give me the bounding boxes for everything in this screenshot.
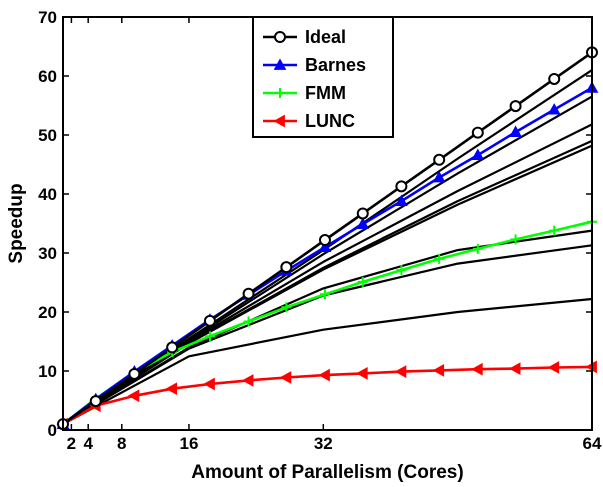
point-fmm-8 bbox=[319, 289, 330, 300]
point-lunc-11 bbox=[432, 364, 445, 377]
y-tick-label: 0 bbox=[48, 421, 57, 440]
unlabeled-curve-8 bbox=[62, 297, 593, 426]
point-barnes-12 bbox=[471, 148, 485, 160]
point-lunc-13 bbox=[509, 362, 521, 375]
point-lunc-4 bbox=[165, 382, 178, 396]
point-barnes-11 bbox=[432, 170, 446, 183]
point-ideal-14 bbox=[548, 72, 561, 85]
point-lunc-8 bbox=[318, 368, 330, 382]
y-tick-label: 10 bbox=[38, 362, 57, 381]
point-lunc-10 bbox=[394, 365, 407, 378]
point-fmm-10 bbox=[396, 265, 407, 276]
point-fmm-13 bbox=[510, 234, 521, 245]
point-ideal-13 bbox=[509, 100, 522, 113]
legend-label-lunc: LUNC bbox=[305, 111, 355, 131]
x-tick-label: 4 bbox=[83, 434, 93, 453]
point-ideal-5 bbox=[203, 314, 216, 327]
legend-label-barnes: Barnes bbox=[305, 55, 366, 75]
point-ideal-11 bbox=[433, 153, 446, 166]
point-barnes-9 bbox=[356, 217, 370, 229]
point-ideal-4 bbox=[166, 341, 179, 354]
unlabeled-curve-5 bbox=[62, 144, 593, 426]
unlabeled-curve-7 bbox=[62, 244, 593, 426]
legend-marker-barnes bbox=[273, 58, 287, 70]
point-lunc-3 bbox=[127, 389, 140, 403]
point-lunc-14 bbox=[547, 361, 560, 374]
x-tick-label: 64 bbox=[583, 434, 602, 453]
legend-box bbox=[252, 16, 394, 138]
legend-marker-fmm bbox=[275, 88, 285, 98]
point-ideal-8 bbox=[318, 234, 331, 247]
point-fmm-11 bbox=[434, 253, 445, 264]
x-tick-label: 16 bbox=[179, 434, 198, 453]
legend: Ideal Barnes FMM LUNC bbox=[252, 16, 394, 138]
legend-label-fmm: FMM bbox=[305, 83, 346, 103]
point-lunc-7 bbox=[279, 371, 292, 384]
legend-label-ideal: Ideal bbox=[305, 27, 346, 47]
point-lunc-12 bbox=[471, 362, 483, 376]
y-axis-title: Speedup bbox=[6, 183, 27, 263]
x-tick-label: 2 bbox=[67, 434, 76, 453]
point-fmm-12 bbox=[472, 243, 483, 254]
point-ideal-12 bbox=[471, 126, 484, 139]
legend-marker-ideal bbox=[274, 31, 286, 43]
tick-labels: 0 10 20 30 40 50 60 70 2 4 8 16 32 64 bbox=[38, 8, 602, 453]
point-ideal-6 bbox=[242, 287, 255, 300]
x-tick-label: 8 bbox=[117, 434, 126, 453]
point-ideal-9 bbox=[356, 207, 369, 220]
x-tick-label: 32 bbox=[314, 434, 333, 453]
point-barnes-14 bbox=[547, 103, 561, 115]
y-tick-label: 50 bbox=[38, 126, 57, 145]
point-ideal-7 bbox=[280, 261, 293, 274]
point-fmm-7 bbox=[281, 302, 292, 313]
point-barnes-10 bbox=[395, 194, 408, 206]
point-fmm-9 bbox=[357, 276, 368, 287]
legend-marker-lunc bbox=[273, 114, 285, 128]
point-barnes-13 bbox=[509, 125, 522, 137]
series-markers bbox=[56, 46, 599, 431]
y-tick-label: 70 bbox=[38, 8, 57, 27]
point-ideal-2 bbox=[89, 395, 102, 408]
point-fmm-6 bbox=[243, 316, 254, 327]
x-axis-title: Amount of Parallelism (Cores) bbox=[191, 462, 463, 483]
point-fmm-14 bbox=[549, 225, 560, 236]
y-tick-label: 60 bbox=[38, 67, 57, 86]
point-ideal-10 bbox=[395, 180, 408, 193]
y-tick-label: 40 bbox=[38, 185, 57, 204]
point-lunc-6 bbox=[242, 374, 254, 387]
point-barnes-8 bbox=[318, 240, 332, 252]
point-ideal-3 bbox=[128, 367, 141, 380]
y-tick-label: 30 bbox=[38, 244, 57, 263]
point-fmm-5 bbox=[204, 331, 215, 342]
y-tick-label: 20 bbox=[38, 303, 57, 322]
point-lunc-9 bbox=[356, 367, 368, 380]
point-lunc-5 bbox=[203, 377, 215, 391]
